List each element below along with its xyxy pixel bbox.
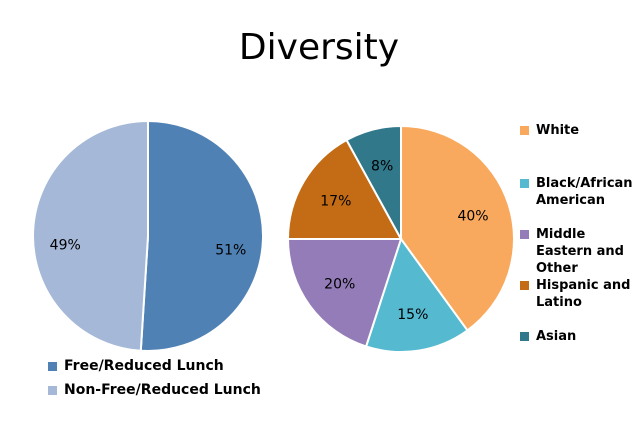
legend-swatch [520,126,529,135]
lunch-legend: Free/Reduced Lunch Non-Free/Reduced Lunc… [48,358,308,408]
ethnicity-legend: White Black/African American Middle East… [520,122,638,352]
legend-label: Black/African American [536,176,633,208]
slice-label-asian: 8% [371,159,393,175]
pie-slice-white [400,124,515,332]
legend-swatch [520,179,529,188]
pie-slice-asian [345,124,402,240]
ethnicity-pie: 40% 15% 20% 17% 8% [286,124,515,353]
slice-label-hispanic-and-latino: 17% [320,193,351,209]
legend-label: Hispanic and Latino [536,278,631,310]
slice-label-black-african-american: 15% [397,307,428,323]
legend-swatch [48,386,57,395]
pie-slice-free-reduced-lunch [139,119,264,352]
legend-swatch [520,281,529,290]
slice-label-non-free-reduced-lunch: 49% [50,237,81,253]
lunch-pie: 51% 49% [32,119,264,352]
legend-label: White [536,123,580,138]
pie-slice-middle-eastern-and-other [286,238,403,348]
slice-label-white: 40% [457,209,488,225]
legend-swatch [48,362,57,371]
pie-slice-black-african-american [364,236,469,353]
chart-title: Diversity [238,27,400,68]
slice-label-middle-eastern-and-other: 20% [324,277,355,293]
legend-label: Asian [536,329,577,344]
pie-slice-hispanic-and-latino [286,138,403,240]
legend-label: Middle Eastern and Other [536,227,624,276]
legend-label: Non-Free/Reduced Lunch [64,382,261,398]
pie-slice-non-free-reduced-lunch [32,119,149,352]
legend-label: Free/Reduced Lunch [64,358,224,374]
legend-swatch [520,230,529,239]
slice-label-free-reduced-lunch: 51% [215,243,246,259]
legend-swatch [520,332,529,341]
